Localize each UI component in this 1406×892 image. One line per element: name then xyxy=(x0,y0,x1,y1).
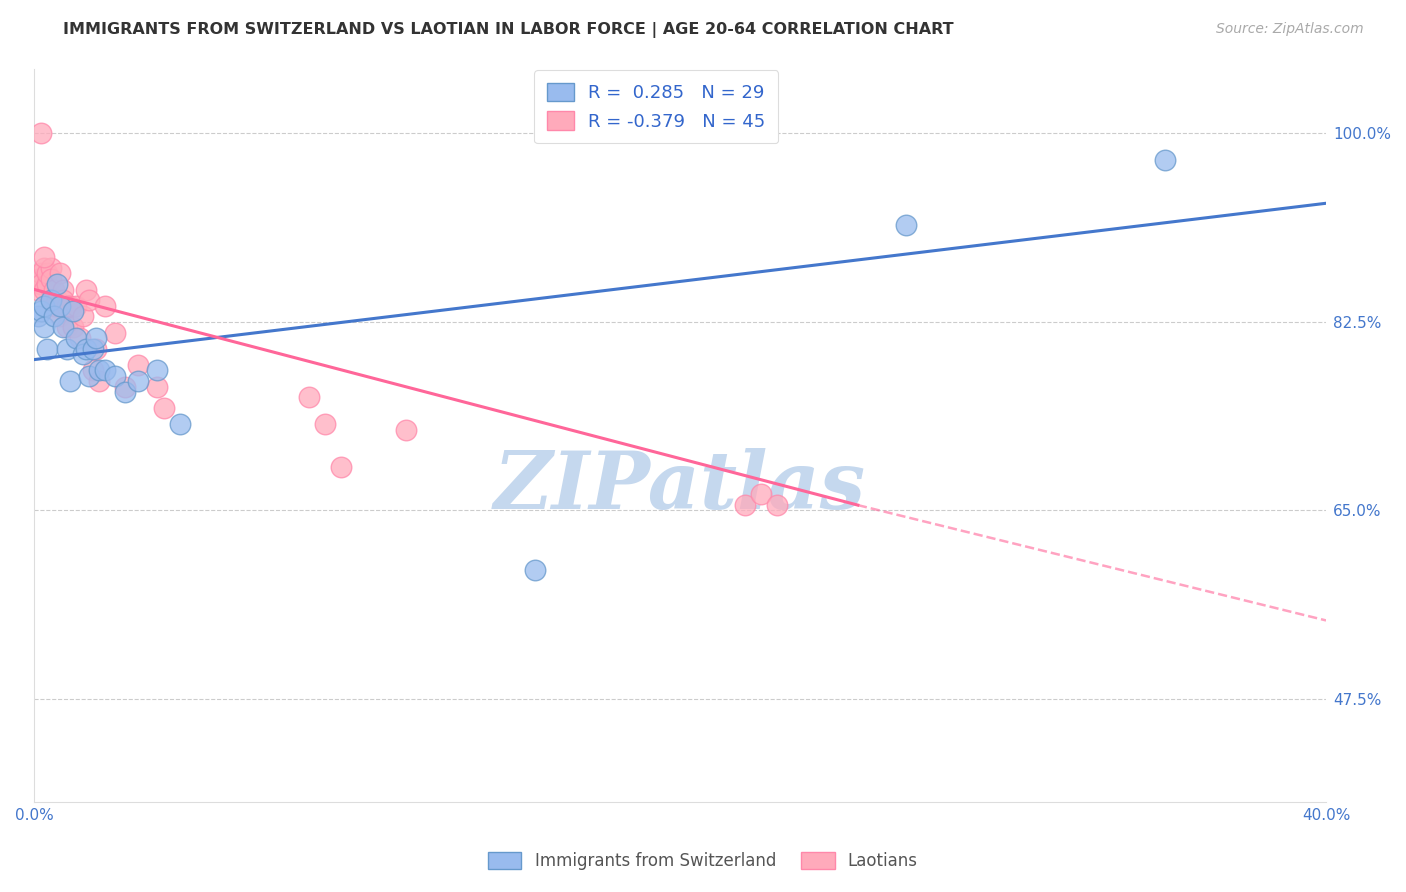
Point xyxy=(52,283,75,297)
Point xyxy=(523,563,546,577)
Point xyxy=(169,417,191,432)
Point xyxy=(49,310,72,324)
Point xyxy=(30,277,52,292)
Point xyxy=(94,299,117,313)
Point xyxy=(55,320,77,334)
Point xyxy=(46,293,69,308)
Point xyxy=(152,401,174,415)
Point xyxy=(46,299,69,313)
Point xyxy=(62,304,84,318)
Point xyxy=(84,331,107,345)
Point xyxy=(766,498,789,512)
Point xyxy=(27,271,49,285)
Point xyxy=(84,342,107,356)
Point xyxy=(75,342,97,356)
Point xyxy=(104,368,127,383)
Point xyxy=(87,363,110,377)
Point xyxy=(59,374,82,388)
Text: IMMIGRANTS FROM SWITZERLAND VS LAOTIAN IN LABOR FORCE | AGE 20-64 CORRELATION CH: IMMIGRANTS FROM SWITZERLAND VS LAOTIAN I… xyxy=(63,22,953,38)
Point xyxy=(65,331,87,345)
Point xyxy=(59,299,82,313)
Point xyxy=(75,283,97,297)
Point xyxy=(734,498,756,512)
Point xyxy=(37,277,59,292)
Point xyxy=(55,299,77,313)
Point xyxy=(42,299,65,313)
Point xyxy=(62,320,84,334)
Point xyxy=(52,293,75,308)
Point xyxy=(37,266,59,280)
Point xyxy=(77,368,100,383)
Point xyxy=(65,299,87,313)
Point xyxy=(55,342,77,356)
Point xyxy=(72,347,94,361)
Point xyxy=(30,126,52,140)
Point xyxy=(39,293,62,308)
Point xyxy=(39,260,62,275)
Point xyxy=(27,283,49,297)
Point xyxy=(37,342,59,356)
Point xyxy=(127,374,149,388)
Point xyxy=(1153,153,1175,168)
Point xyxy=(77,293,100,308)
Point xyxy=(30,266,52,280)
Point xyxy=(69,331,91,345)
Point xyxy=(94,363,117,377)
Point xyxy=(298,390,321,404)
Point xyxy=(114,379,136,393)
Point xyxy=(127,358,149,372)
Point xyxy=(87,374,110,388)
Point xyxy=(114,384,136,399)
Point xyxy=(749,487,772,501)
Point xyxy=(42,283,65,297)
Text: ZIPatlas: ZIPatlas xyxy=(494,448,866,525)
Point xyxy=(52,320,75,334)
Legend: Immigrants from Switzerland, Laotians: Immigrants from Switzerland, Laotians xyxy=(481,845,925,877)
Point xyxy=(72,310,94,324)
Point xyxy=(42,310,65,324)
Point xyxy=(896,218,918,232)
Point xyxy=(32,283,55,297)
Point xyxy=(104,326,127,340)
Point xyxy=(46,277,69,292)
Point xyxy=(27,310,49,324)
Point xyxy=(395,423,418,437)
Text: Source: ZipAtlas.com: Source: ZipAtlas.com xyxy=(1216,22,1364,37)
Point xyxy=(32,299,55,313)
Point xyxy=(49,299,72,313)
Legend: R =  0.285   N = 29, R = -0.379   N = 45: R = 0.285 N = 29, R = -0.379 N = 45 xyxy=(534,70,779,144)
Point xyxy=(330,460,353,475)
Point xyxy=(49,266,72,280)
Point xyxy=(82,342,104,356)
Point xyxy=(314,417,336,432)
Point xyxy=(146,379,169,393)
Point xyxy=(82,363,104,377)
Point xyxy=(146,363,169,377)
Point xyxy=(32,260,55,275)
Point xyxy=(30,304,52,318)
Point xyxy=(39,271,62,285)
Point xyxy=(32,320,55,334)
Point xyxy=(32,250,55,264)
